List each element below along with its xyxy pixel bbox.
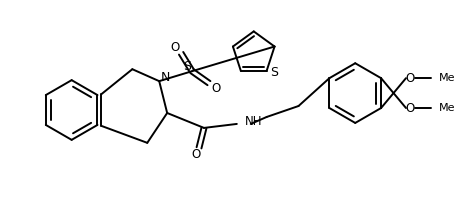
Text: O: O bbox=[211, 82, 221, 95]
Text: N: N bbox=[160, 71, 170, 84]
Text: Me: Me bbox=[439, 73, 455, 83]
Text: Me: Me bbox=[439, 103, 455, 113]
Text: O: O bbox=[191, 148, 201, 161]
Text: O: O bbox=[170, 41, 180, 54]
Text: NH: NH bbox=[245, 115, 262, 128]
Text: O: O bbox=[405, 72, 414, 85]
Text: O: O bbox=[405, 101, 414, 114]
Text: S: S bbox=[271, 67, 278, 80]
Text: S: S bbox=[183, 60, 191, 73]
